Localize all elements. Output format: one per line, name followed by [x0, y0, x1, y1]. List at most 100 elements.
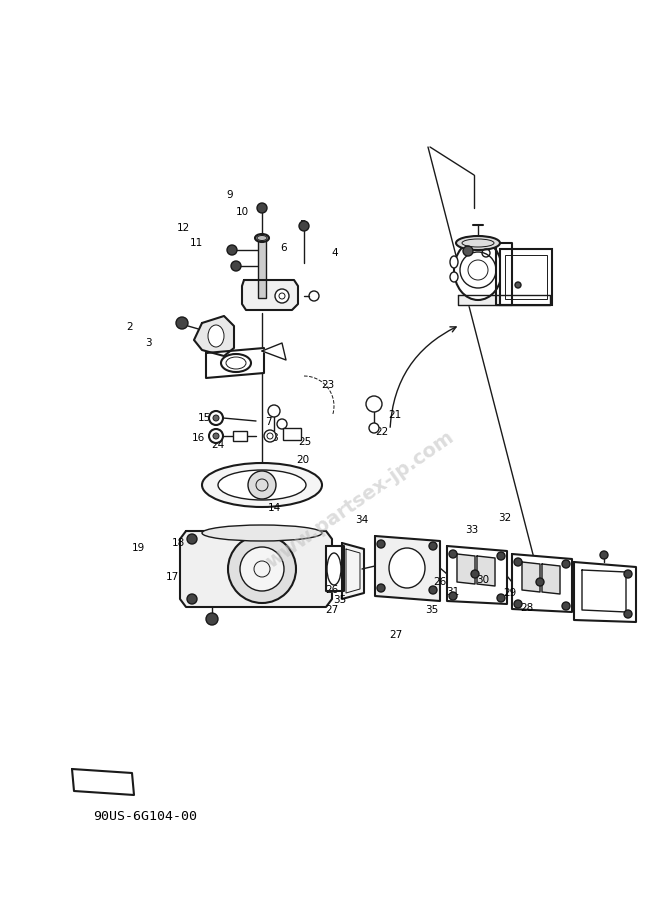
Bar — [233, 431, 247, 441]
Circle shape — [429, 542, 437, 550]
Circle shape — [514, 558, 522, 566]
Text: 14: 14 — [268, 503, 281, 513]
Circle shape — [366, 396, 382, 412]
Circle shape — [240, 547, 284, 591]
Polygon shape — [326, 546, 344, 591]
Circle shape — [377, 584, 385, 592]
Circle shape — [600, 551, 608, 559]
Text: 10: 10 — [235, 207, 249, 217]
Ellipse shape — [202, 463, 322, 507]
Text: 16: 16 — [192, 433, 205, 443]
Circle shape — [277, 419, 287, 429]
Polygon shape — [496, 243, 512, 305]
Polygon shape — [375, 536, 440, 601]
Circle shape — [264, 430, 276, 442]
Text: 90US-6G104-00: 90US-6G104-00 — [93, 810, 197, 823]
Text: 26: 26 — [325, 585, 338, 595]
Polygon shape — [180, 531, 332, 607]
Ellipse shape — [456, 236, 500, 250]
Text: 18: 18 — [171, 538, 184, 548]
Polygon shape — [342, 543, 364, 599]
Text: 33: 33 — [465, 525, 479, 535]
Circle shape — [209, 429, 223, 443]
Circle shape — [449, 592, 457, 600]
Ellipse shape — [389, 548, 425, 588]
Circle shape — [562, 602, 570, 610]
Circle shape — [227, 245, 237, 255]
Polygon shape — [574, 562, 636, 622]
Circle shape — [213, 433, 219, 439]
Polygon shape — [477, 556, 495, 586]
Circle shape — [228, 535, 296, 603]
Text: 34: 34 — [356, 515, 369, 525]
Circle shape — [624, 610, 632, 618]
Circle shape — [463, 246, 473, 256]
Circle shape — [624, 570, 632, 578]
Text: 27: 27 — [389, 630, 403, 640]
Text: 26: 26 — [434, 577, 447, 587]
Circle shape — [377, 540, 385, 548]
Circle shape — [206, 613, 218, 625]
Text: 4: 4 — [332, 248, 338, 258]
Circle shape — [536, 578, 544, 586]
Text: 28: 28 — [520, 603, 533, 613]
Circle shape — [231, 261, 241, 271]
Text: 11: 11 — [189, 238, 203, 248]
Polygon shape — [522, 562, 540, 592]
Text: 21: 21 — [389, 410, 402, 420]
Ellipse shape — [454, 240, 502, 300]
Circle shape — [562, 560, 570, 568]
Bar — [283, 428, 301, 440]
Ellipse shape — [202, 525, 322, 541]
Ellipse shape — [208, 325, 224, 347]
Text: 7: 7 — [264, 417, 271, 427]
Ellipse shape — [327, 553, 341, 585]
Polygon shape — [242, 280, 298, 310]
Bar — [258, 238, 266, 298]
Polygon shape — [458, 295, 550, 305]
Text: 23: 23 — [321, 380, 334, 390]
Ellipse shape — [450, 256, 458, 268]
FancyArrowPatch shape — [390, 327, 456, 427]
Text: 35: 35 — [333, 595, 346, 605]
Text: 32: 32 — [498, 513, 512, 523]
Text: 12: 12 — [176, 223, 190, 233]
Text: 13: 13 — [265, 485, 279, 495]
Bar — [505, 255, 547, 299]
Text: 22: 22 — [375, 427, 389, 437]
Text: 3: 3 — [145, 338, 151, 348]
Text: 17: 17 — [165, 572, 178, 582]
Text: 35: 35 — [426, 605, 439, 615]
Circle shape — [209, 411, 223, 425]
Circle shape — [187, 594, 197, 604]
Text: 30: 30 — [477, 575, 490, 585]
Polygon shape — [194, 316, 234, 356]
Circle shape — [471, 570, 479, 578]
Circle shape — [248, 471, 276, 499]
Text: 9: 9 — [227, 190, 233, 200]
Circle shape — [275, 289, 289, 303]
Text: 31: 31 — [446, 587, 459, 597]
Circle shape — [187, 534, 197, 544]
Text: 19: 19 — [132, 543, 145, 553]
Ellipse shape — [450, 272, 458, 282]
Text: 6: 6 — [281, 243, 288, 253]
Text: 29: 29 — [504, 588, 517, 598]
Circle shape — [497, 594, 505, 602]
Polygon shape — [542, 564, 560, 594]
Text: 20: 20 — [296, 455, 309, 465]
Circle shape — [497, 552, 505, 560]
Circle shape — [515, 282, 521, 288]
Circle shape — [176, 317, 188, 329]
Text: 24: 24 — [212, 440, 225, 450]
Ellipse shape — [218, 470, 306, 500]
Polygon shape — [457, 554, 475, 584]
Polygon shape — [206, 348, 264, 378]
Text: www.partsex-jp.com: www.partsex-jp.com — [262, 427, 457, 572]
Ellipse shape — [221, 354, 251, 372]
Circle shape — [369, 423, 379, 433]
Circle shape — [449, 550, 457, 558]
Bar — [500, 249, 552, 305]
Circle shape — [268, 405, 280, 417]
Text: 25: 25 — [298, 437, 311, 447]
